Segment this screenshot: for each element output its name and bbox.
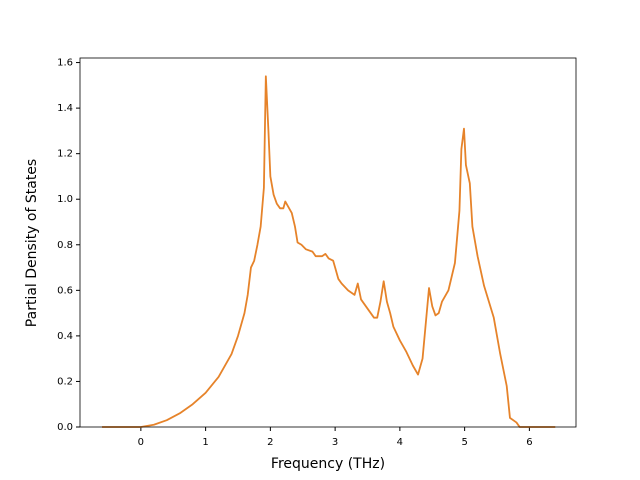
x-tick-label: 5 <box>461 437 467 448</box>
y-tick-label: 0.6 <box>57 285 73 296</box>
y-tick-label: 1.2 <box>57 149 73 160</box>
y-axis-label: Partial Density of States <box>24 159 40 327</box>
y-tick-label: 1.0 <box>57 194 73 205</box>
x-tick-label: 2 <box>267 437 273 448</box>
line <box>102 75 556 428</box>
y-tick-label: 0.8 <box>57 240 73 251</box>
plot-frame <box>79 57 577 428</box>
y-tick-label: 0.4 <box>57 331 73 342</box>
x-tick-label: 0 <box>138 437 144 448</box>
x-tick-label: 1 <box>202 437 208 448</box>
y-tick-label: 1.4 <box>57 103 73 114</box>
y-tick-label: 0.2 <box>57 376 73 387</box>
y-tick-label: 1.6 <box>57 58 73 69</box>
x-axis-label: Frequency (THz) <box>271 456 385 472</box>
x-tick-label: 3 <box>332 437 338 448</box>
y-tick-label: 0.0 <box>57 422 73 433</box>
x-tick-label: 4 <box>397 437 403 448</box>
x-tick-label: 6 <box>526 437 532 448</box>
